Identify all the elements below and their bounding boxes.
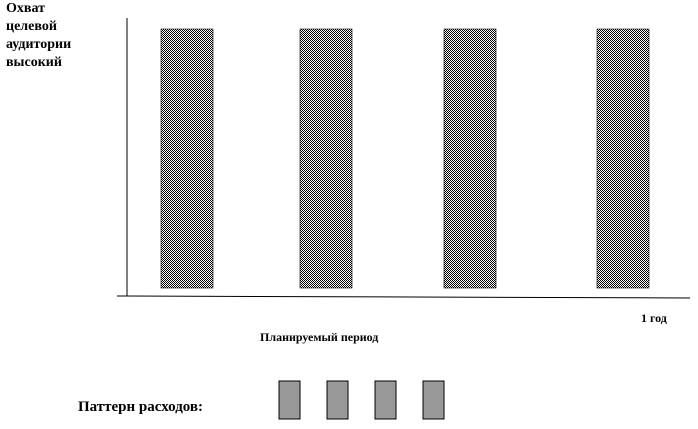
reach-bar-4	[596, 28, 650, 289]
spending-pattern-blocks	[278, 380, 445, 420]
y-axis-label: Охват целевой аудитории высокий	[6, 0, 116, 72]
x-axis-label: Планируемый период	[260, 330, 379, 344]
spending-block-2	[326, 380, 349, 420]
y-axis-label-line-2: целевой	[6, 19, 57, 34]
reach-bar-1	[160, 28, 214, 289]
reach-bars	[160, 28, 650, 289]
y-axis-label-line-3: аудитории	[6, 37, 72, 52]
spending-pattern-label: Паттерн расходов:	[78, 399, 204, 415]
y-axis-label-line-1: Охват	[6, 1, 45, 16]
reach-bar-2	[299, 28, 353, 289]
period-end-label: 1 год	[641, 311, 667, 325]
spending-block-3	[374, 380, 397, 420]
x-axis-line	[116, 295, 691, 299]
reach-bar-3	[443, 28, 497, 289]
y-axis-label-line-4: высокий	[6, 55, 62, 70]
spending-block-1	[278, 380, 301, 420]
spending-block-4	[422, 380, 445, 420]
